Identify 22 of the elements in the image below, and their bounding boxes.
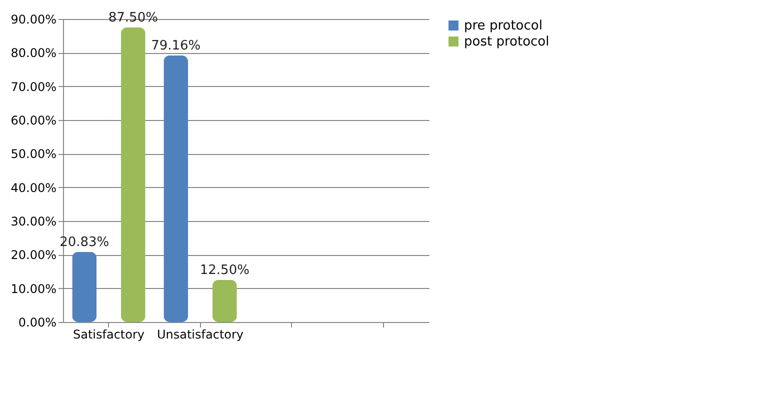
data-label: 20.83%: [60, 234, 110, 250]
legend-label: post protocol: [464, 34, 550, 50]
y-tick-label: 40.00%: [10, 180, 56, 195]
data-label: 87.50%: [108, 10, 158, 26]
y-tick-label: 30.00%: [10, 214, 56, 228]
x-tick-label: Unsatisfactory: [156, 328, 244, 342]
y-tick-label: 80.00%: [10, 46, 56, 60]
data-label: 12.50%: [200, 262, 250, 278]
y-tick-label: 20.00%: [10, 248, 56, 262]
y-tick-label: 10.00%: [10, 282, 56, 296]
bar: [212, 280, 237, 322]
x-tick-label: Satisfactory: [72, 328, 145, 342]
y-tick-label: 0.00%: [18, 316, 56, 330]
bar: [72, 252, 97, 322]
y-tick-label: 70.00%: [10, 80, 56, 94]
y-tick-label: 90.00%: [10, 12, 56, 26]
bar: [120, 27, 146, 322]
data-label: 79.16%: [151, 38, 201, 54]
legend-label: pre protocol: [464, 18, 542, 34]
y-tick-label: 50.00%: [10, 147, 56, 162]
bar: [164, 55, 188, 322]
y-tick-label: 60.00%: [10, 114, 56, 128]
